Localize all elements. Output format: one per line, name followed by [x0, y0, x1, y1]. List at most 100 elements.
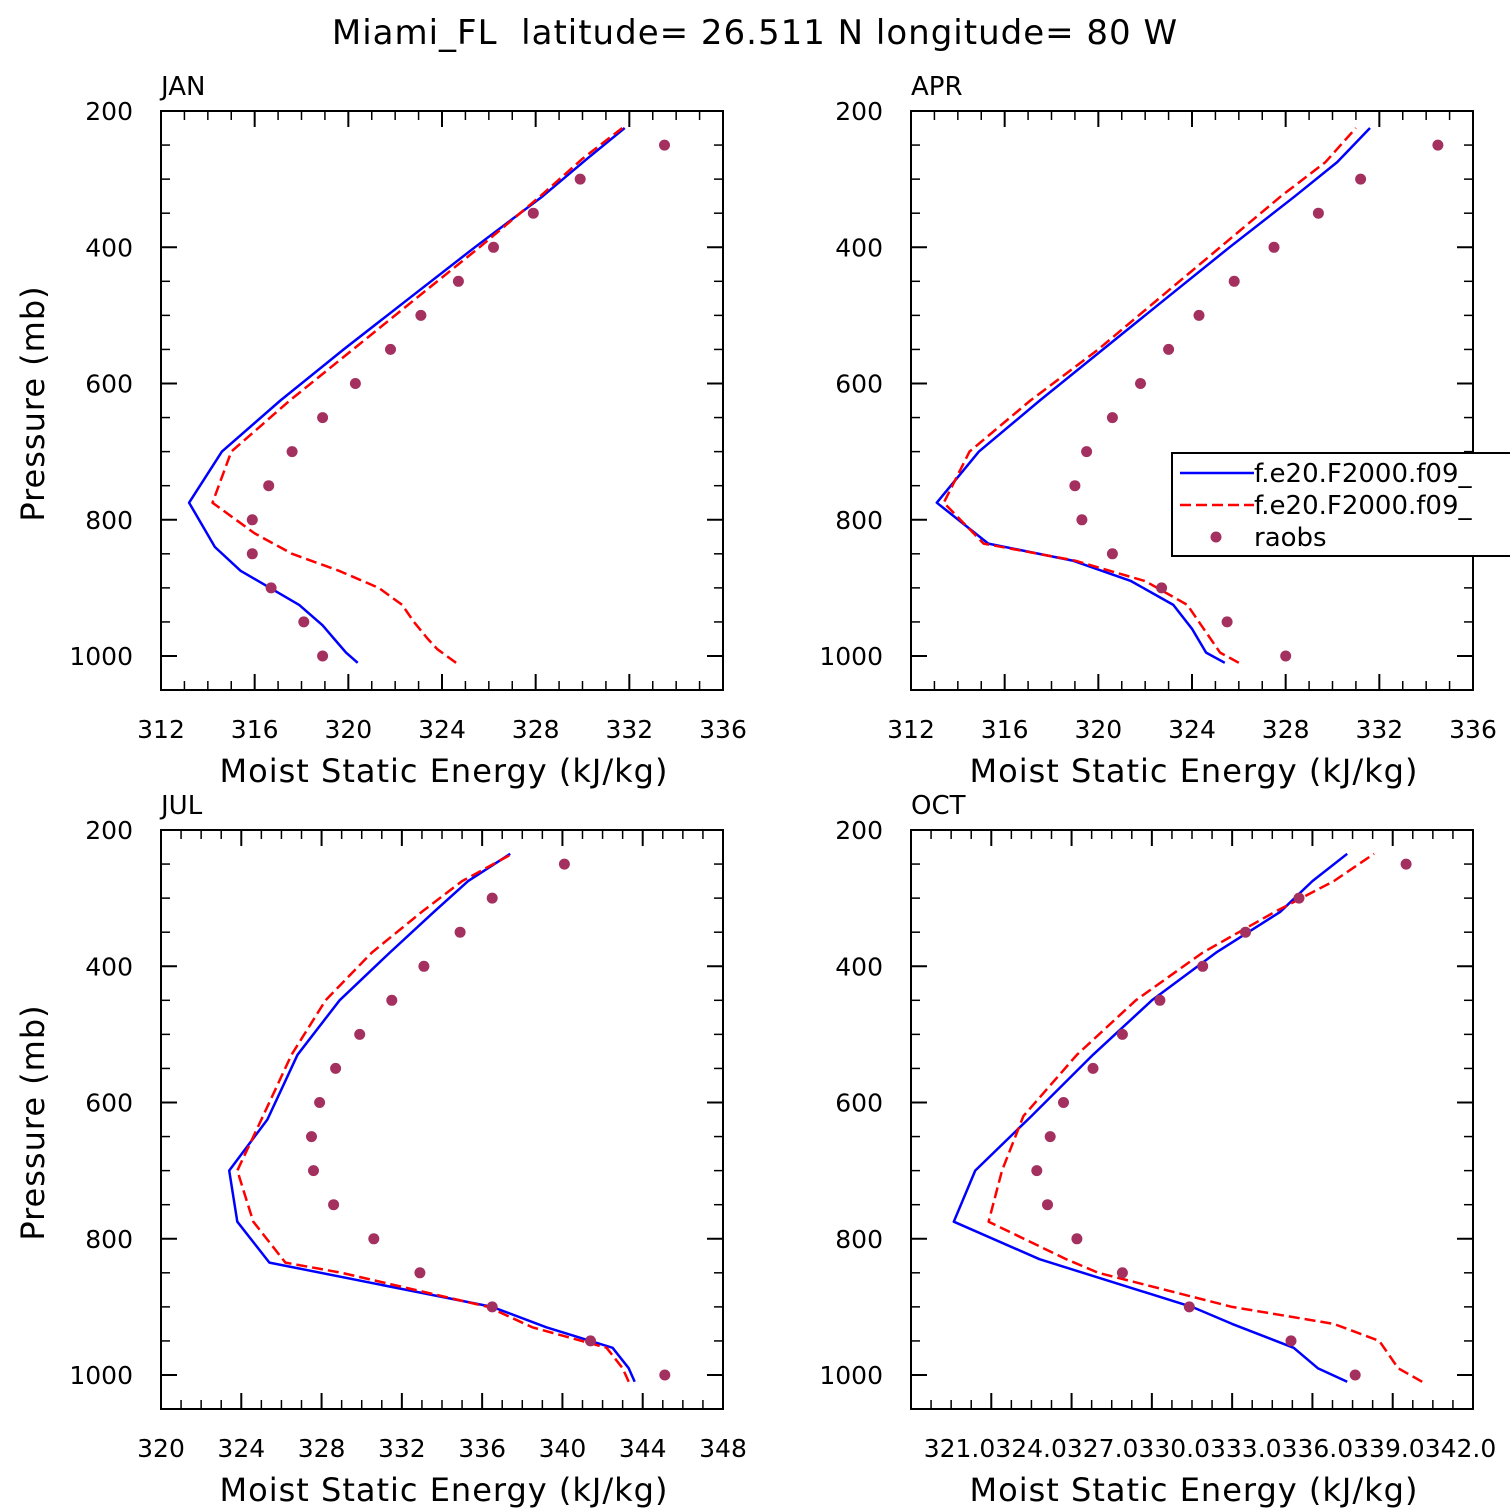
x-tick-label: 324 [418, 715, 466, 744]
panel-title: OCT [911, 791, 966, 821]
raobs-point [1400, 858, 1412, 870]
legend-marker [1210, 531, 1222, 543]
raobs-point [1135, 378, 1146, 389]
y-tick-label: 800 [835, 1225, 883, 1254]
raobs-point [1106, 548, 1118, 560]
x-axis-label: Moist Static Energy (kJ/kg) [220, 1471, 669, 1509]
raobs-point [1069, 480, 1081, 492]
raobs-point [1312, 207, 1324, 219]
y-tick-label: 800 [85, 1225, 133, 1254]
raobs-point [1031, 1165, 1043, 1177]
raobs-point [452, 275, 464, 287]
raobs-point [385, 343, 396, 355]
raobs-point [486, 892, 498, 904]
x-tick-label: 344 [619, 1434, 667, 1463]
y-tick-label: 200 [835, 97, 883, 126]
panel-title: JUL [159, 791, 203, 821]
y-tick-label: 1000 [69, 642, 133, 671]
raobs-point [1076, 514, 1088, 526]
x-tick-label: 328 [512, 715, 560, 744]
raobs-point [1154, 994, 1166, 1006]
x-axis-label: Moist Static Energy (kJ/kg) [970, 1471, 1419, 1509]
legend-label: f.e20.F2000.f09_ [1254, 491, 1472, 521]
legend: f.e20.F2000.f09_f.e20.F2000.f09_raobs [1171, 452, 1510, 557]
raobs-point [1163, 343, 1175, 355]
panel-jul: JUL 200 400 600 800 1000 320 324 328 332 336 340 344… [14, 791, 747, 1509]
raobs-point [317, 650, 329, 662]
y-tick-label: 600 [85, 370, 133, 399]
raobs-point [1081, 446, 1093, 458]
raobs-point [1268, 241, 1280, 253]
raobs-point [314, 1097, 326, 1108]
raobs-point [1197, 960, 1209, 972]
x-tick-label: 316 [981, 715, 1029, 744]
panel-jan: JAN 200 400 600 800 1000 312 316 320 324 328 332 336… [14, 72, 747, 790]
x-tick-label: 340 [539, 1434, 587, 1463]
series-line-dashed [987, 852, 1423, 1383]
y-tick-label: 1000 [819, 1361, 883, 1390]
raobs-point [263, 480, 275, 492]
raobs-point [328, 1199, 340, 1211]
y-tick-label: 200 [835, 816, 883, 845]
raobs-point [1116, 1028, 1128, 1040]
y-tick-label: 600 [85, 1089, 133, 1118]
plot-frame [160, 110, 724, 691]
panel-title: APR [911, 72, 963, 102]
chart-title: Miami_FL latitude= 26.511 N longitude= 8… [332, 13, 1178, 53]
raobs-point [659, 1369, 671, 1381]
panel-title: JAN [159, 72, 205, 102]
x-tick-label: 324 [1168, 715, 1216, 744]
raobs-point [306, 1131, 317, 1143]
raobs-point [349, 378, 361, 389]
x-tick-label: 336 [1449, 715, 1497, 744]
series-line-dashed [942, 127, 1357, 664]
raobs-point [1156, 582, 1168, 594]
x-tick-label: 336 [699, 715, 747, 744]
raobs-point [1228, 275, 1240, 287]
raobs-point [418, 960, 430, 972]
raobs-point [246, 548, 258, 560]
x-tick-label: 332 [605, 715, 653, 744]
x-tick-label: 336 [458, 1434, 506, 1463]
y-tick-label: 400 [835, 233, 883, 262]
x-tick-label: 324 [217, 1434, 265, 1463]
raobs-point [386, 994, 398, 1006]
raobs-point [308, 1165, 319, 1177]
y-axis-label: Pressure (mb) [14, 285, 52, 521]
legend-label: raobs [1254, 523, 1327, 553]
x-axis-label: Moist Static Energy (kJ/kg) [970, 752, 1419, 790]
series-line-dashed [236, 852, 630, 1383]
raobs-point [486, 1301, 498, 1313]
raobs-point [1071, 1233, 1083, 1245]
raobs-point [1087, 1062, 1099, 1074]
series-line-solid [227, 852, 636, 1383]
raobs-point [298, 616, 310, 628]
raobs-point [286, 446, 298, 458]
raobs-point [1432, 139, 1444, 151]
raobs-point [527, 207, 539, 219]
plot-frame [910, 829, 1474, 1410]
x-tick-label: 320 [324, 715, 372, 744]
raobs-point [415, 309, 427, 321]
raobs-point [1293, 892, 1305, 904]
x-axis-label: Moist Static Energy (kJ/kg) [220, 752, 669, 790]
raobs-point [574, 173, 586, 185]
x-tick-label: 320 [1074, 715, 1122, 744]
y-tick-label: 200 [85, 816, 133, 845]
plot-frame [160, 829, 724, 1410]
raobs-point [246, 514, 258, 526]
y-tick-label: 1000 [69, 1361, 133, 1390]
raobs-point [265, 582, 277, 594]
raobs-point [488, 241, 499, 253]
raobs-point [368, 1233, 380, 1245]
series-line-solid [935, 127, 1371, 664]
raobs-point [1349, 1369, 1361, 1381]
raobs-point [558, 858, 570, 870]
raobs-point [354, 1028, 366, 1040]
x-tick-label: 312 [137, 715, 185, 744]
plot-frame [910, 110, 1474, 691]
x-tick-label: 348 [699, 1434, 747, 1463]
x-tick-label: 316 [231, 715, 279, 744]
y-tick-label: 400 [85, 233, 133, 262]
